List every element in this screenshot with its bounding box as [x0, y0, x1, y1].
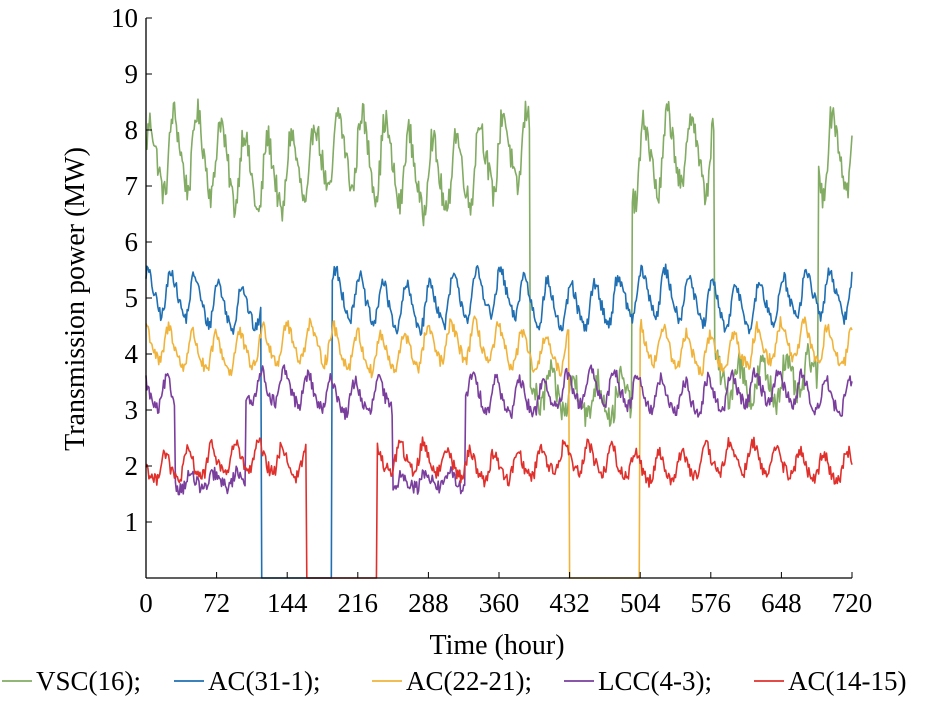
x-tick-label: 216 — [338, 588, 379, 618]
y-tick-label: 5 — [125, 283, 139, 313]
y-tick-label: 2 — [125, 451, 139, 481]
x-tick-label: 72 — [203, 588, 230, 618]
x-tick-label: 720 — [832, 588, 873, 618]
legend: VSC(16); AC(31-1); AC(22-21); LCC(4-3); AC(1… — [2, 666, 906, 696]
series-line-2 — [145, 315, 853, 579]
y-axis-label: Transmission power (MW) — [60, 147, 91, 451]
x-axis-label: Time (hour) — [429, 630, 564, 661]
x-tick-label: 0 — [139, 588, 153, 618]
y-tick-label: 7 — [125, 171, 139, 201]
legend-entry: VSC(16); — [36, 666, 141, 696]
legend-entry: AC(31-1); — [208, 666, 320, 696]
y-tick-label: 3 — [125, 395, 139, 425]
legend-entry: AC(22-21); — [406, 666, 532, 696]
axes — [145, 17, 853, 579]
y-tick-label: 1 — [125, 507, 139, 537]
series-line-1 — [145, 263, 853, 579]
plot-area — [145, 98, 853, 579]
series-line-4 — [145, 436, 853, 579]
x-tick-label: 504 — [620, 588, 661, 618]
x-tick-label: 144 — [267, 588, 308, 618]
tick-labels: 0 72 144 216 288 360 432 504 576 648 720 1 2 3 4 5 6 7 8 9 1… — [111, 3, 872, 618]
legend-entry: AC(14-15) — [788, 666, 906, 696]
y-tick-label: 4 — [125, 339, 139, 369]
x-tick-label: 576 — [691, 588, 732, 618]
y-tick-label: 10 — [111, 3, 138, 33]
x-tick-label: 648 — [761, 588, 802, 618]
x-tick-label: 360 — [479, 588, 520, 618]
x-tick-label: 432 — [549, 588, 590, 618]
legend-entry: LCC(4-3); — [598, 666, 712, 696]
series-line-3 — [145, 364, 853, 496]
y-tick-label: 6 — [125, 227, 139, 257]
series-line-0 — [145, 98, 853, 427]
x-tick-label: 288 — [408, 588, 449, 618]
y-tick-label: 9 — [125, 59, 139, 89]
y-tick-label: 8 — [125, 115, 139, 145]
